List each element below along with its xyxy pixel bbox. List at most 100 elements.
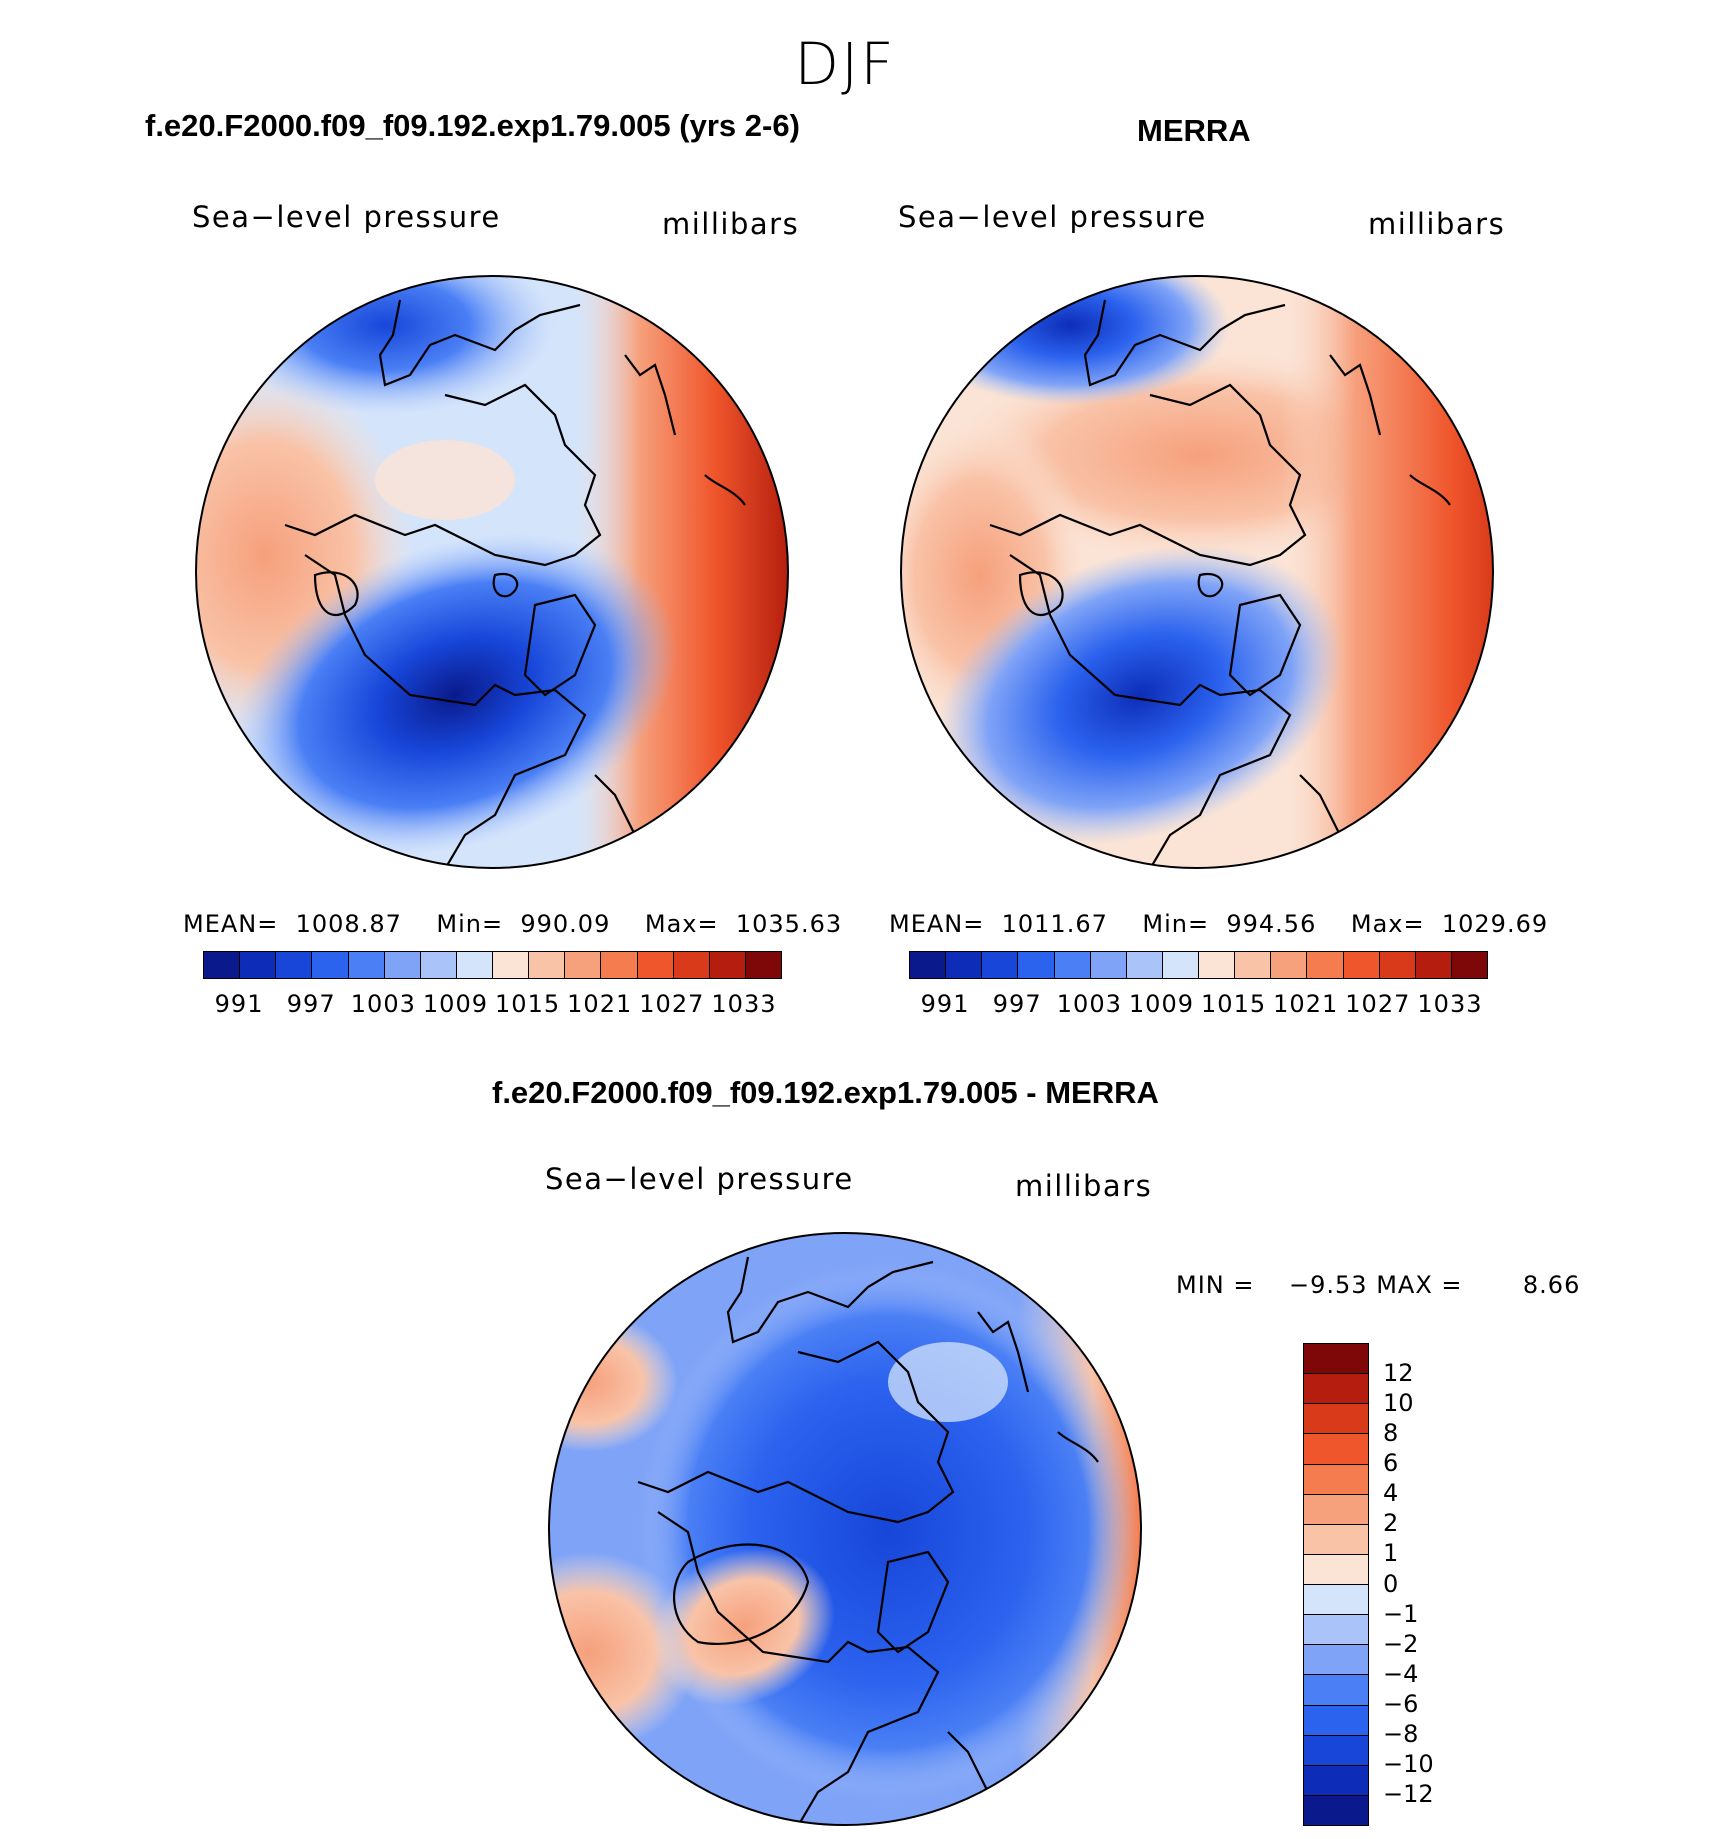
colorbar-difference-tick-label: −2 xyxy=(1383,1629,1419,1658)
colorbar-difference-swatch xyxy=(1304,1463,1368,1494)
map-merra xyxy=(900,275,1494,869)
colorbar-merra-swatch xyxy=(1090,952,1127,978)
colorbar-difference-tick-label: 2 xyxy=(1383,1509,1399,1538)
colorbar-difference xyxy=(1303,1343,1369,1826)
map-difference xyxy=(548,1232,1142,1826)
colorbar-difference-swatch xyxy=(1304,1403,1368,1434)
colorbar-merra-swatch xyxy=(1307,952,1344,978)
colorbar-merra-tick-label: 1009 xyxy=(1128,990,1194,1018)
panel-model-variable: Sea−level pressure xyxy=(192,200,501,234)
colorbar-model-swatch xyxy=(745,952,781,978)
colorbar-merra-swatch xyxy=(1343,952,1380,978)
colorbar-merra-tick-label: 1027 xyxy=(1345,990,1411,1018)
colorbar-merra-swatch xyxy=(946,952,983,978)
colorbar-merra-swatch xyxy=(1379,952,1416,978)
colorbar-merra-tick-label: 991 xyxy=(920,990,970,1018)
colorbar-difference-tick-label: −12 xyxy=(1383,1779,1434,1808)
colorbar-merra-swatch xyxy=(1235,952,1272,978)
colorbar-model-swatch xyxy=(240,952,277,978)
colorbar-model-swatch xyxy=(493,952,530,978)
colorbar-difference-swatch xyxy=(1304,1644,1368,1675)
colorbar-merra-swatch xyxy=(1451,952,1487,978)
colorbar-difference-swatch xyxy=(1304,1734,1368,1765)
panel-model-units: millibars xyxy=(662,207,800,241)
panel-diff-title: f.e20.F2000.f09_f09.192.exp1.79.005 - ME… xyxy=(492,1075,1159,1110)
colorbar-merra-swatch xyxy=(1271,952,1308,978)
panel-diff-variable: Sea−level pressure xyxy=(545,1162,854,1196)
colorbar-model xyxy=(203,951,782,979)
colorbar-model-swatch xyxy=(384,952,421,978)
colorbar-model-tick-label: 1033 xyxy=(711,990,777,1018)
colorbar-difference-swatch xyxy=(1304,1584,1368,1615)
colorbar-model-swatch xyxy=(601,952,638,978)
panel-model-stats: MEAN= 1008.87 Min= 990.09 Max= 1035.63 xyxy=(183,910,843,938)
colorbar-merra-swatch xyxy=(982,952,1019,978)
panel-merra-variable: Sea−level pressure xyxy=(898,200,1207,234)
colorbar-difference-swatch xyxy=(1304,1344,1368,1374)
panel-merra-stats: MEAN= 1011.67 Min= 994.56 Max= 1029.69 xyxy=(889,910,1549,938)
colorbar-merra-tick-label: 1033 xyxy=(1417,990,1483,1018)
colorbar-model-swatch xyxy=(637,952,674,978)
panel-model-title: f.e20.F2000.f09_f09.192.exp1.79.005 (yrs… xyxy=(145,108,800,143)
colorbar-merra-tick-label: 1015 xyxy=(1201,990,1267,1018)
colorbar-difference-swatch xyxy=(1304,1794,1368,1825)
colorbar-merra-tick-label: 1003 xyxy=(1056,990,1122,1018)
colorbar-model-tick-label: 1003 xyxy=(350,990,416,1018)
colorbar-model-swatch xyxy=(204,952,241,978)
colorbar-difference-swatch xyxy=(1304,1674,1368,1705)
colorbar-model-swatch xyxy=(276,952,313,978)
colorbar-difference-swatch xyxy=(1304,1373,1368,1404)
colorbar-merra-swatch xyxy=(1162,952,1199,978)
colorbar-model-swatch xyxy=(673,952,710,978)
panel-merra-title: MERRA xyxy=(1137,113,1251,148)
colorbar-difference-swatch xyxy=(1304,1433,1368,1464)
colorbar-difference-swatch xyxy=(1304,1493,1368,1524)
colorbar-merra xyxy=(909,951,1488,979)
colorbar-model-tick-label: 1015 xyxy=(495,990,561,1018)
colorbar-merra-ticks: 991 997 1003 1009 1015 1021 1027 1033 xyxy=(909,990,1486,1020)
colorbar-model-swatch xyxy=(420,952,457,978)
colorbar-merra-swatch xyxy=(1054,952,1091,978)
colorbar-model-tick-label: 991 xyxy=(214,990,264,1018)
colorbar-difference-tick-label: 8 xyxy=(1383,1419,1399,1448)
colorbar-merra-swatch xyxy=(910,952,947,978)
colorbar-difference-tick-label: 1 xyxy=(1383,1539,1399,1568)
colorbar-model-tick-label: 1027 xyxy=(639,990,705,1018)
panel-diff-units: millibars xyxy=(1015,1169,1153,1203)
colorbar-difference-tick-label: −4 xyxy=(1383,1659,1419,1688)
colorbar-difference-swatch xyxy=(1304,1553,1368,1584)
colorbar-difference-tick-label: 6 xyxy=(1383,1449,1399,1478)
colorbar-difference-tick-label: 10 xyxy=(1383,1389,1414,1418)
panel-diff-stats: MIN = −9.53 MAX = 8.66 xyxy=(1176,1271,1581,1299)
colorbar-difference-tick-label: −8 xyxy=(1383,1719,1419,1748)
colorbar-model-swatch xyxy=(529,952,566,978)
panel-merra-units: millibars xyxy=(1368,207,1506,241)
colorbar-merra-swatch xyxy=(1415,952,1452,978)
map-model xyxy=(195,275,789,869)
figure-title: DJF xyxy=(794,30,896,98)
colorbar-model-swatch xyxy=(456,952,493,978)
colorbar-model-swatch xyxy=(312,952,349,978)
colorbar-difference-swatch xyxy=(1304,1764,1368,1795)
colorbar-model-swatch xyxy=(348,952,385,978)
colorbar-merra-tick-label: 997 xyxy=(992,990,1042,1018)
colorbar-merra-swatch xyxy=(1199,952,1236,978)
colorbar-model-ticks: 991 997 1003 1009 1015 1021 1027 1033 xyxy=(203,990,780,1020)
colorbar-model-tick-label: 1021 xyxy=(567,990,633,1018)
colorbar-model-swatch xyxy=(565,952,602,978)
colorbar-difference-tick-label: 12 xyxy=(1383,1359,1414,1388)
colorbar-model-swatch xyxy=(709,952,746,978)
colorbar-difference-swatch xyxy=(1304,1704,1368,1735)
colorbar-difference-swatch xyxy=(1304,1523,1368,1554)
colorbar-merra-tick-label: 1021 xyxy=(1273,990,1339,1018)
colorbar-merra-swatch xyxy=(1018,952,1055,978)
colorbar-merra-swatch xyxy=(1126,952,1163,978)
colorbar-difference-tick-label: 0 xyxy=(1383,1569,1399,1598)
colorbar-difference-tick-label: −10 xyxy=(1383,1749,1434,1778)
colorbar-model-tick-label: 997 xyxy=(286,990,336,1018)
colorbar-difference-tick-label: −1 xyxy=(1383,1599,1419,1628)
colorbar-difference-tick-label: 4 xyxy=(1383,1479,1399,1508)
colorbar-difference-tick-label: −6 xyxy=(1383,1689,1419,1718)
colorbar-model-tick-label: 1009 xyxy=(422,990,488,1018)
colorbar-difference-ticks: −12 −10 −8 −6 −4 −2 −1 0 1 2 4 6 8 10 12 xyxy=(1383,1343,1463,1824)
